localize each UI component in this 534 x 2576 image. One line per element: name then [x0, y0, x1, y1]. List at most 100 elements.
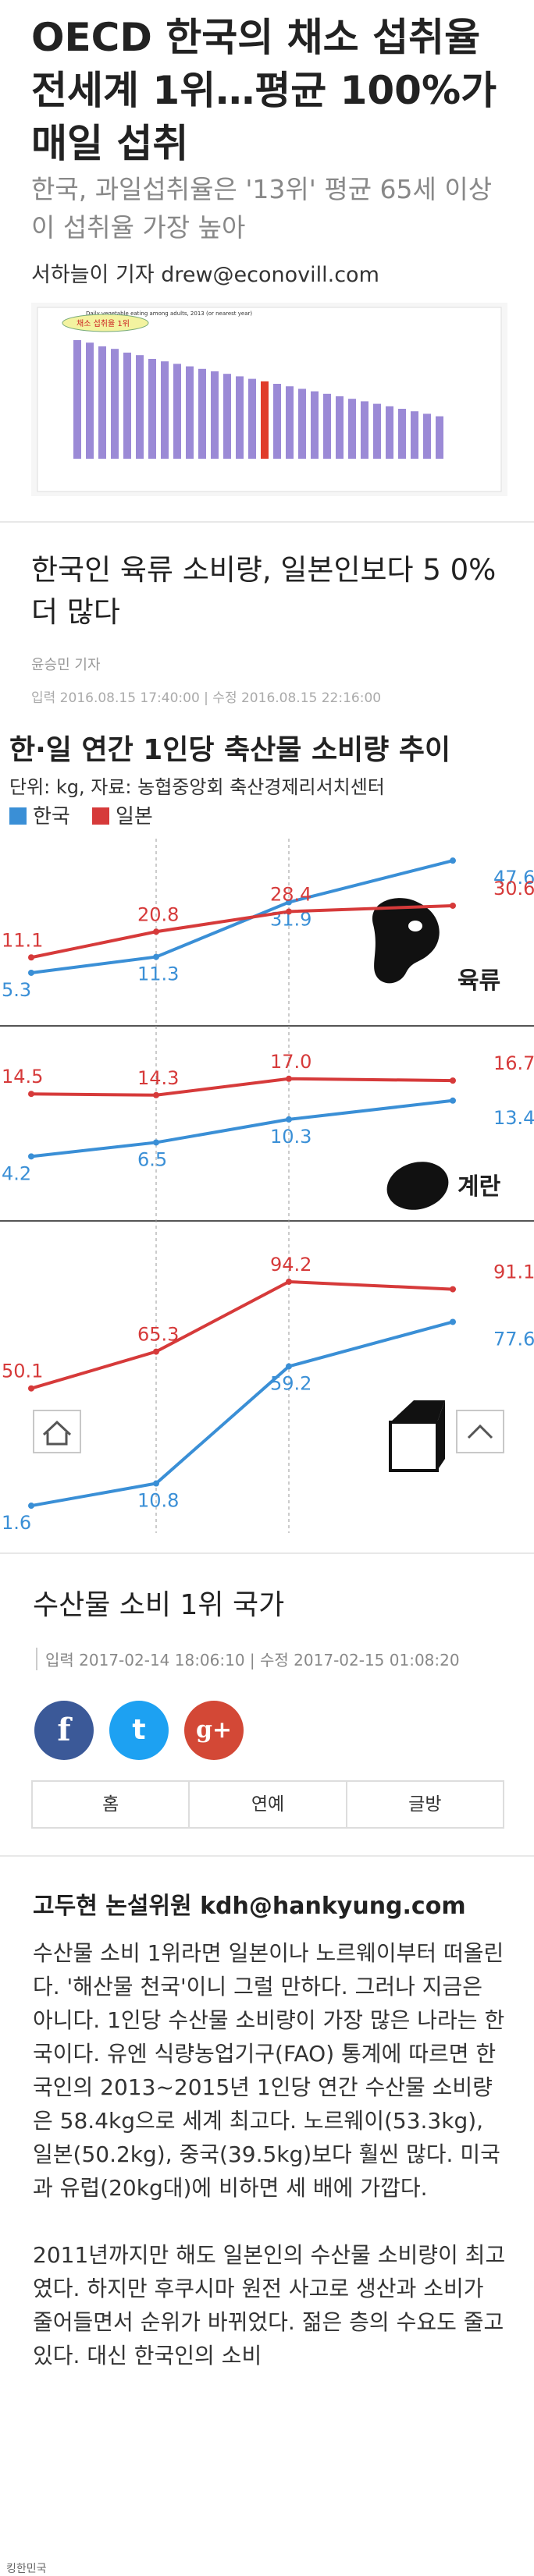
vegetable-bar: [236, 376, 244, 459]
article3-author: 고두현 논설위원 kdh@hankyung.com: [33, 1893, 466, 1920]
series-line-korea: [30, 1098, 454, 1158]
data-point: [450, 1318, 456, 1325]
infographic-title: 한·일 연간 1인당 축산물 소비량 추이: [9, 734, 450, 766]
facebook-icon: f: [57, 1712, 71, 1748]
series-line-japan: [30, 1279, 454, 1390]
data-label: 11.1: [2, 929, 43, 951]
vegetable-bar: [211, 371, 219, 459]
vegetable-bar: [123, 353, 131, 459]
article1-byline: 서하늘이 기자 drew@econovill.com: [31, 263, 379, 287]
data-point: [153, 1480, 159, 1487]
data-point: [286, 1278, 292, 1285]
consumption-line-charts: 한·일 연간 1인당 축산물 소비량 추이 단위: kg, 자료: 농협중앙회 …: [0, 734, 534, 1534]
legend-korea-label: 한국: [33, 805, 70, 829]
series-line-japan: [30, 1077, 454, 1097]
vegetable-bars: [73, 340, 443, 459]
vegetable-chart-image: Daily vegetable eating among adults, 201…: [31, 303, 507, 496]
article2-meta: 입력 2016.08.15 17:40:00 | 수정 2016.08.15 2…: [31, 690, 382, 706]
data-label: 30.6: [493, 878, 534, 899]
legend-korea-swatch: [9, 807, 27, 825]
data-point: [153, 1348, 159, 1355]
series-line-korea: [30, 1320, 454, 1508]
article2-title: 한국인 육류 소비량, 일본인보다 5 0% 더 많다: [31, 553, 497, 629]
data-label: 94.2: [270, 1254, 312, 1276]
vegetable-bar: [386, 406, 393, 459]
data-point: [450, 1286, 456, 1293]
data-point: [28, 954, 34, 961]
data-label: 17.0: [270, 1051, 312, 1073]
footer-bar: [0, 2549, 534, 2575]
data-label: 10.3: [270, 1126, 312, 1148]
nav-item-writing[interactable]: 글방: [408, 1794, 442, 1815]
vegetable-bar: [86, 342, 94, 459]
vegetable-bar: [98, 346, 106, 459]
data-label: 14.5: [2, 1066, 43, 1088]
vegetable-bar: [73, 340, 81, 459]
vegetable-bar-chart: Daily vegetable eating among adults, 201…: [37, 307, 502, 492]
facebook-share-button[interactable]: f: [34, 1701, 94, 1760]
infographic-unit-source: 단위: kg, 자료: 농협중앙회 축산경제리서치센터: [9, 776, 385, 798]
data-point: [28, 969, 34, 976]
data-label: 5.3: [2, 979, 31, 1001]
data-label: 4.2: [2, 1162, 31, 1184]
data-point: [450, 902, 456, 909]
vegetable-bar: [348, 399, 356, 459]
article3-body: 수산물 소비 1위라면 일본이나 노르웨이부터 떠올린다. '해산물 천국'이니…: [33, 1936, 509, 2406]
data-point: [153, 928, 159, 935]
article2-reporter: 윤승민 기자: [31, 657, 101, 673]
data-label: 1.6: [2, 1512, 31, 1534]
scroll-top-button[interactable]: [456, 1410, 504, 1453]
vegetable-bar: [423, 413, 431, 459]
data-point: [286, 899, 292, 906]
data-point: [450, 1077, 456, 1084]
vegetable-bar: [111, 349, 119, 459]
vegetable-bar: [336, 396, 344, 459]
data-label: 77.6: [493, 1328, 534, 1350]
data-point: [28, 1503, 34, 1510]
data-label: 47.6: [493, 867, 534, 889]
panel-egg-label: 계란: [457, 1173, 501, 1201]
data-point: [286, 908, 292, 915]
data-label: 50.1: [2, 1361, 43, 1382]
data-point: [450, 857, 456, 864]
vegetable-bar: [273, 384, 281, 459]
article1-subtitle: 한국, 과일섭취율은 '13위' 평균 65세 이상이 섭취율 가장 높아: [31, 174, 493, 243]
data-label: 20.8: [137, 903, 179, 925]
section-divider: [0, 1855, 534, 1857]
vegetable-bar: [361, 401, 368, 459]
data-point: [28, 1385, 34, 1392]
chart1-note-bubble: [62, 314, 149, 332]
nav-item-home[interactable]: 홈: [33, 1782, 190, 1827]
section-divider: [0, 1552, 534, 1554]
data-label: 13.4: [493, 1107, 534, 1129]
chart1-caption: Daily vegetable eating among adults, 201…: [86, 310, 252, 317]
nav-item-entertainment[interactable]: 연예: [190, 1782, 347, 1827]
vegetable-bar: [198, 368, 206, 459]
consumption-infographic: 한·일 연간 1인당 축산물 소비량 추이 단위: kg, 자료: 농협중앙회 …: [0, 722, 534, 1545]
chevron-up-icon: [467, 1424, 493, 1439]
data-label: 65.3: [137, 1324, 179, 1346]
watermark: 킹한민국: [6, 2563, 47, 2575]
data-point: [286, 1116, 292, 1123]
chart1-note: 채소 섭취율 1위: [77, 318, 130, 328]
data-point: [28, 1153, 34, 1160]
twitter-icon: t: [132, 1714, 146, 1746]
egg-icon: [386, 1162, 449, 1210]
vegetable-bar: [286, 386, 294, 459]
data-point: [153, 953, 159, 960]
vegetable-bar: [223, 374, 231, 459]
data-label: 28.4: [270, 883, 312, 905]
article3-meta: 입력 2017-02-14 18:06:10 | 수정 2017-02-15 0…: [36, 1648, 460, 1670]
home-button[interactable]: [33, 1410, 81, 1453]
vegetable-bar: [261, 381, 269, 459]
data-point: [286, 1363, 292, 1370]
google-plus-share-button[interactable]: g+: [184, 1701, 244, 1760]
series-line-japan: [30, 903, 454, 960]
vegetable-bar: [398, 409, 406, 459]
milk-carton-icon: [389, 1400, 445, 1472]
data-label: 59.2: [270, 1372, 312, 1394]
body-paragraph: 수산물 소비 1위라면 일본이나 노르웨이부터 떠올린다. '해산물 천국'이니…: [33, 1940, 505, 2201]
twitter-share-button[interactable]: t: [109, 1701, 169, 1760]
data-label: 16.7: [493, 1052, 534, 1074]
vegetable-bar: [161, 361, 169, 459]
